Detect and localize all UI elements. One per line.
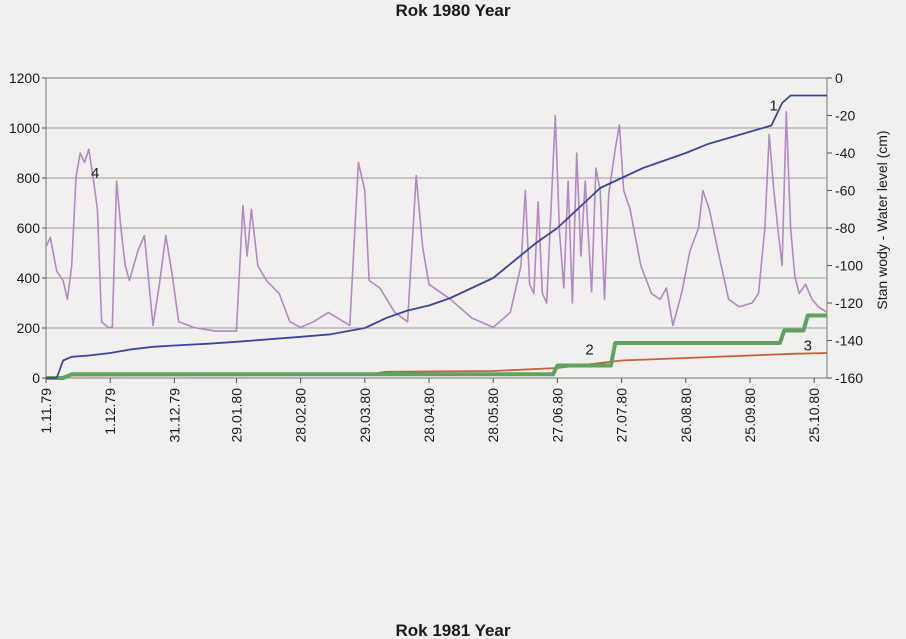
x-tick-label-10: 26.08.80 [678, 388, 694, 443]
right-tick-label-4: -80 [835, 220, 855, 236]
series-labels: 1 2 3 4 [91, 98, 812, 359]
left-tick-label-5: 1000 [9, 120, 40, 136]
x-tick-label-3: 29.01.80 [228, 388, 244, 443]
chart-title: Rok 1980 Year [396, 1, 511, 20]
x-tick-label-1: 1.12.79 [102, 388, 118, 435]
right-axis: -160 -140 -120 -100 -80 -60 -40 -20 0 [827, 70, 863, 386]
left-axis: 0 200 400 600 800 1000 1200 [9, 70, 46, 386]
series-layer [45, 94, 828, 380]
left-tick-label-2: 400 [17, 270, 41, 286]
x-tick-label-2: 31.12.79 [166, 388, 182, 443]
left-tick-label-3: 600 [17, 220, 41, 236]
left-tick-label-0: 0 [32, 370, 40, 386]
right-axis-label: Stan wody - Water level (cm) [874, 130, 890, 309]
x-tick-label-4: 28.02.80 [293, 388, 309, 443]
series-label-4: 4 [91, 165, 99, 182]
left-tick-label-6: 1200 [9, 70, 40, 86]
x-tick-label-11: 25.09.80 [742, 388, 758, 443]
x-tick-label-9: 27.07.80 [614, 388, 630, 443]
x-tick-label-12: 25.10.80 [806, 388, 822, 443]
x-tick-label-7: 28.05.80 [485, 388, 501, 443]
right-tick-label-8: 0 [835, 70, 843, 86]
series-label-3: 3 [804, 338, 812, 355]
left-tick-label-4: 800 [17, 170, 41, 186]
right-tick-label-3: -100 [835, 258, 863, 274]
right-tick-label-0: -160 [835, 370, 863, 386]
x-tick-label-8: 27.06.80 [549, 388, 565, 443]
series-line-2 [46, 313, 827, 380]
series-label-2: 2 [585, 341, 593, 358]
gridlines [46, 127, 827, 329]
x-axis: 1.11.79 1.12.79 31.12.79 29.01.80 28.02.80 29… [38, 378, 822, 443]
series-line-1 [46, 94, 827, 379]
x-tick-label-0: 1.11.79 [38, 388, 54, 434]
right-tick-label-5: -60 [835, 183, 855, 199]
right-tick-label-2: -120 [835, 295, 863, 311]
chart-bottom-title: Rok 1981 Year [396, 621, 511, 639]
left-tick-label-1: 200 [17, 320, 41, 336]
series-line-4 [45, 111, 828, 332]
x-tick-label-6: 28.04.80 [421, 388, 437, 443]
x-tick-label-5: 29.03.80 [357, 388, 373, 443]
right-tick-label-6: -40 [835, 145, 855, 161]
right-tick-label-7: -20 [835, 108, 855, 124]
right-tick-label-1: -140 [835, 333, 863, 349]
series-label-1: 1 [769, 98, 777, 115]
